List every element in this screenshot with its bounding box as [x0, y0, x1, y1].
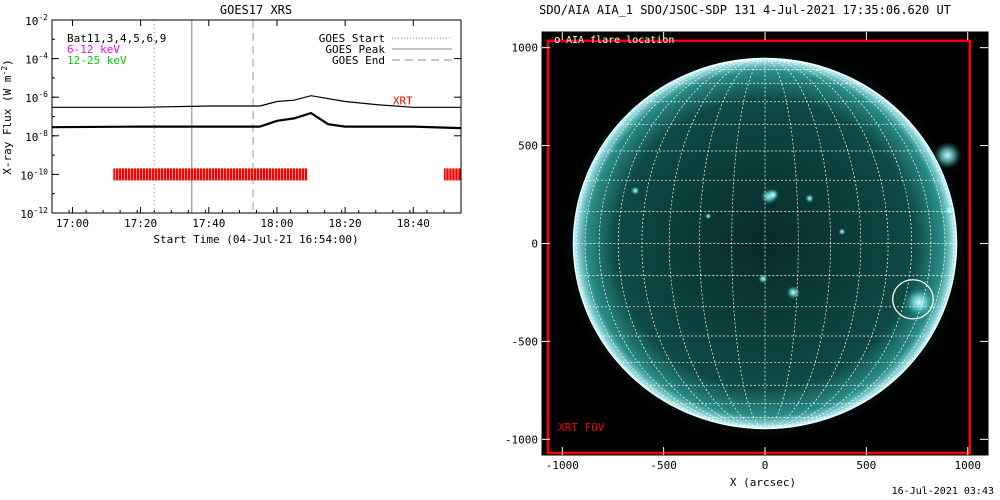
goes-x-tick-label: 18:40 — [397, 217, 430, 230]
legend-flare-symbol: o — [554, 33, 561, 46]
goes-chart-title: GOES17 XRS — [220, 3, 292, 17]
aia-chart-title: SDO/AIA AIA_1 SDO/JSOC-SDP 131 4-Jul-202… — [539, 3, 951, 17]
legend-item-6-12kev: 6-12 keV — [67, 43, 120, 56]
heliographic-longitude-line — [699, 58, 766, 429]
aia-x-tick-label: -500 — [650, 459, 677, 472]
goes-legend-right: GOES Start GOES Peak GOES End — [319, 32, 452, 67]
aia-image-chart: SDO/AIA AIA_1 SDO/JSOC-SDP 131 4-Jul-202… — [490, 0, 1000, 500]
heliographic-longitude-line — [764, 58, 862, 429]
flare-location-circle — [892, 279, 934, 320]
aia-y-tick-label: -500 — [512, 335, 539, 348]
aia-y-tick-label: 0 — [531, 238, 538, 251]
goes-chart-background — [0, 0, 490, 500]
solar-limb — [572, 57, 958, 430]
legend-item-detectors: Bat11,3,4,5,6,9 — [67, 32, 166, 45]
aia-x-tick-label: 500 — [856, 459, 876, 472]
legend-item-12-25kev: 12-25 keV — [67, 54, 127, 67]
goes-x-tick-label: 17:00 — [56, 217, 89, 230]
goes-x-tick-label: 18:00 — [260, 217, 293, 230]
legend-item-goes-end: GOES End — [332, 54, 385, 67]
goes-x-axis-label: Start Time (04-Jul-21 16:54:00) — [153, 233, 358, 246]
active-region-glow — [933, 141, 962, 170]
goes-plot-area: 17:00 17:20 17:40 18:00 18:20 18:40 10-2 10-4 10… — [20, 13, 462, 230]
aia-x-tick-label: 1000 — [954, 459, 981, 472]
goes-x-tick-label: 18:20 — [329, 217, 362, 230]
legend-item-goes-start: GOES Start — [319, 32, 385, 45]
aia-x-tick-label: 0 — [762, 459, 769, 472]
footer-timestamp: 16-Jul-2021 03:43 — [891, 486, 994, 497]
active-region-glow — [903, 287, 935, 317]
active-region-glow — [786, 285, 801, 300]
goes-plot-frame — [51, 19, 462, 214]
xrt-fov-label: XRT FOV — [558, 421, 605, 434]
aia-y-tick-label: 500 — [518, 140, 538, 153]
goes-y-tick-label: 10-6 — [25, 90, 48, 105]
heliographic-longitude-line — [668, 58, 766, 429]
active-region-glow — [630, 186, 640, 195]
goes-y-axis-label: X-ray Flux (W m-2) — [0, 59, 14, 175]
goes-y-tick-label: 10-10 — [20, 167, 48, 182]
active-region-glow — [758, 274, 768, 284]
active-region-glow — [805, 194, 815, 203]
aia-plot-area: XRT FOV o AIA flare location -1000 -500 0 500 1… — [505, 31, 989, 472]
goes-y-tick-label: 10-4 — [25, 52, 48, 67]
active-region-glow — [767, 188, 780, 201]
goes-series-line-0 — [52, 95, 461, 108]
aia-x-axis-label: X (arcsec) — [730, 476, 796, 489]
goes-series-label: XRT — [393, 94, 413, 107]
aia-y-tick-label: 1000 — [512, 42, 539, 55]
legend-flare-label: AIA flare location — [566, 35, 674, 46]
active-region-glow — [838, 228, 846, 236]
goes-y-tick-label: 10-8 — [25, 129, 48, 144]
goes-legend-left: Bat11,3,4,5,6,9 6-12 keV 12-25 keV — [67, 32, 166, 67]
goes-y-tick-label: 10-12 — [20, 206, 48, 221]
xrt-coverage-bar-1 — [443, 168, 461, 181]
legend-item-goes-peak: GOES Peak — [325, 43, 385, 56]
heliographic-longitude-line — [731, 58, 766, 429]
aia-y-tick-label: -1000 — [505, 433, 538, 446]
active-region-glow — [704, 212, 712, 220]
aia-x-tick-label: -1000 — [546, 459, 579, 472]
xrt-fov-box — [546, 39, 972, 455]
goes-x-tick-label: 17:20 — [124, 217, 157, 230]
goes-x-tick-label: 17:40 — [192, 217, 225, 230]
goes-series-line-1 — [51, 111, 462, 130]
goes-xrs-chart: GOES17 XRS 17:00 17:20 17:40 18:00 18:20 18:4… — [0, 0, 490, 500]
goes-y-tick-label: 10-2 — [25, 13, 48, 28]
